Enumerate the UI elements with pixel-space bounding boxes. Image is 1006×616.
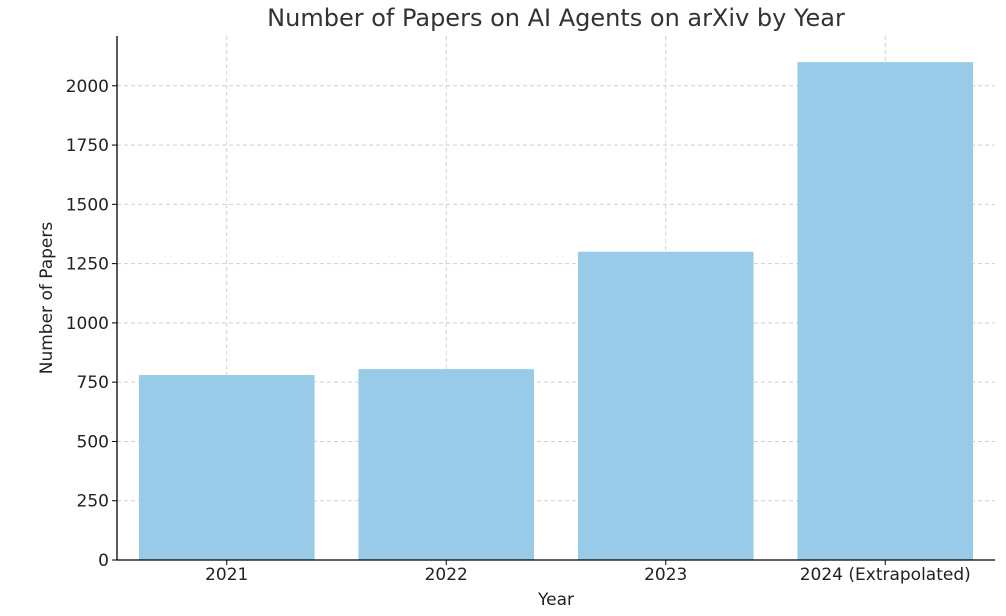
- y-axis-ticks: 0 250 500 750 1000 1250 1500 1750 2000: [66, 77, 117, 571]
- x-tick-label: 2023: [644, 565, 687, 585]
- y-tick-label: 2000: [66, 77, 109, 97]
- y-tick-label: 1250: [66, 255, 109, 275]
- y-tick-label: 250: [77, 492, 109, 512]
- y-tick-label: 1750: [66, 136, 109, 156]
- x-axis-label: Year: [537, 590, 574, 610]
- x-tick-label: 2024 (Extrapolated): [800, 565, 971, 585]
- y-tick-label: 750: [77, 373, 109, 393]
- y-tick-label: 500: [77, 432, 109, 452]
- bar: [577, 251, 754, 560]
- bar: [797, 62, 974, 560]
- x-axis-ticks: 2021 2022 2023 2024 (Extrapolated): [205, 560, 971, 585]
- y-tick-label: 0: [98, 551, 109, 571]
- y-tick-label: 1500: [66, 195, 109, 215]
- x-tick-label: 2022: [425, 565, 468, 585]
- axes: [116, 36, 995, 561]
- chart-title: Number of Papers on AI Agents on arXiv b…: [267, 4, 845, 32]
- bars: [138, 62, 974, 560]
- bar: [138, 375, 315, 560]
- y-tick-label: 1000: [66, 314, 109, 334]
- bar: [358, 369, 535, 560]
- y-axis-label: Number of Papers: [37, 222, 57, 375]
- x-tick-label: 2021: [205, 565, 248, 585]
